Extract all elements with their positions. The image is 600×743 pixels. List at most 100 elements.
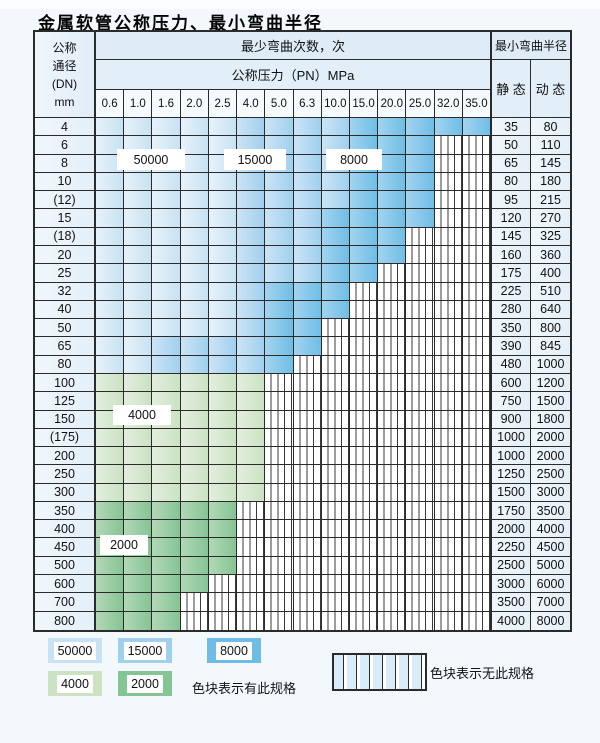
dn-cell: 300 (35, 483, 96, 502)
no-spec-cell (321, 337, 350, 356)
no-spec-cell (321, 410, 350, 429)
no-spec-cell (434, 355, 463, 374)
cycles-header: 最少弯曲次数，次 (96, 32, 490, 60)
spec-cell (124, 172, 153, 192)
no-spec-cell (321, 373, 350, 393)
spec-cell (180, 227, 209, 246)
no-spec-cell (462, 428, 493, 448)
no-spec-cell (321, 355, 350, 374)
no-spec-cell (378, 593, 407, 612)
no-spec-cell (293, 593, 322, 612)
pressure-column-header: 4.0 (237, 90, 266, 117)
spec-cell (208, 337, 238, 356)
pressure-column-header: 1.0 (124, 90, 153, 117)
no-spec-cell (293, 373, 322, 393)
dn-cell: 65 (35, 337, 96, 356)
dynamic-radius-value: 1200 (531, 373, 571, 393)
no-spec-cell (434, 264, 463, 283)
radius-header: 最小弯曲半径 (492, 32, 570, 60)
no-spec-cell (434, 575, 463, 594)
spec-cell (124, 611, 153, 630)
legend-swatch-2000: 2000 (118, 671, 172, 696)
no-spec-cell (462, 373, 493, 393)
no-spec-cell (434, 501, 463, 521)
static-radius-value: 120 (492, 209, 532, 228)
dynamic-radius-value: 80 (531, 118, 571, 137)
spec-cell (237, 483, 266, 502)
spec-cell (378, 172, 407, 192)
no-spec-cell (462, 172, 493, 192)
spec-cell (96, 355, 125, 374)
no-spec-cell (406, 264, 435, 283)
dynamic-radius-value: 145 (531, 154, 571, 173)
no-spec-cell (462, 483, 493, 502)
no-spec-cell (293, 575, 322, 594)
table-row: (18) 145 325 (35, 227, 571, 246)
no-spec-cell (434, 337, 463, 356)
no-spec-cell (434, 136, 463, 155)
static-radius-value: 2000 (492, 520, 532, 539)
no-spec-cell (462, 245, 493, 265)
spec-cell (406, 209, 435, 228)
dynamic-radius-value: 8000 (531, 611, 571, 630)
no-spec-cell (237, 593, 266, 612)
static-radius-value: 600 (492, 373, 532, 393)
static-radius-value: 3000 (492, 575, 532, 594)
table-header: 公称 通径 (DN) mm 最少弯曲次数，次 公称压力（PN）MPa 0.6 1.… (35, 32, 570, 118)
no-spec-cell (349, 465, 379, 484)
dn-header-line: 通径 (52, 58, 77, 73)
no-spec-cell (406, 227, 435, 246)
table-row: 700 3500 7000 (35, 593, 571, 612)
spec-cell (180, 209, 209, 228)
no-spec-cell (406, 556, 435, 576)
dynamic-radius-value: 510 (531, 282, 571, 301)
no-spec-cell (208, 611, 238, 630)
no-spec-cell (378, 611, 407, 630)
spec-cell (293, 337, 322, 356)
no-spec-cell (462, 593, 493, 612)
spec-cell (152, 118, 181, 137)
table-row: 6 50 110 (35, 136, 571, 155)
spec-cell (152, 483, 181, 502)
spec-cell (406, 154, 435, 173)
dn-cell: 800 (35, 611, 96, 630)
no-spec-cell (434, 520, 463, 539)
no-spec-cell (293, 538, 322, 557)
spec-cell (152, 245, 181, 265)
no-spec-cell (378, 465, 407, 484)
dn-cell: 6 (35, 136, 96, 155)
spec-cell (462, 118, 493, 137)
spec-cell (180, 118, 209, 137)
no-spec-cell (434, 465, 463, 484)
spec-cell (152, 191, 181, 210)
pressure-columns-row: 0.6 1.0 1.6 2.0 2.5 4.0 5.0 6.3 10.0 15.0 20.0 25.0… (96, 90, 490, 117)
spec-cell (265, 282, 294, 301)
no-spec-cell (462, 392, 493, 411)
spec-cell (237, 355, 266, 374)
no-spec-cell (265, 483, 294, 502)
legend-label: 50000 (53, 641, 97, 660)
spec-cell (208, 355, 238, 374)
table-row: 50 350 800 (35, 319, 571, 338)
no-spec-cell (237, 520, 266, 539)
no-spec-cell (462, 556, 493, 576)
spec-cell (208, 465, 238, 484)
no-spec-cell (406, 300, 435, 320)
spec-cell (321, 191, 350, 210)
spec-cell (152, 172, 181, 192)
dynamic-radius-value: 3500 (531, 501, 571, 521)
spec-cell (152, 447, 181, 466)
spec-cell (180, 447, 209, 466)
table-row: 4 35 80 (35, 118, 571, 137)
no-spec-cell (462, 154, 493, 173)
spec-cell (406, 136, 435, 155)
spec-cell (124, 428, 153, 448)
no-spec-cell (406, 282, 435, 301)
spec-cell (208, 556, 238, 576)
spec-cell (293, 319, 322, 338)
spec-cell (96, 428, 125, 448)
spec-cell (237, 392, 266, 411)
dynamic-radius-value: 325 (531, 227, 571, 246)
spec-cell (180, 172, 209, 192)
spec-cell (180, 465, 209, 484)
